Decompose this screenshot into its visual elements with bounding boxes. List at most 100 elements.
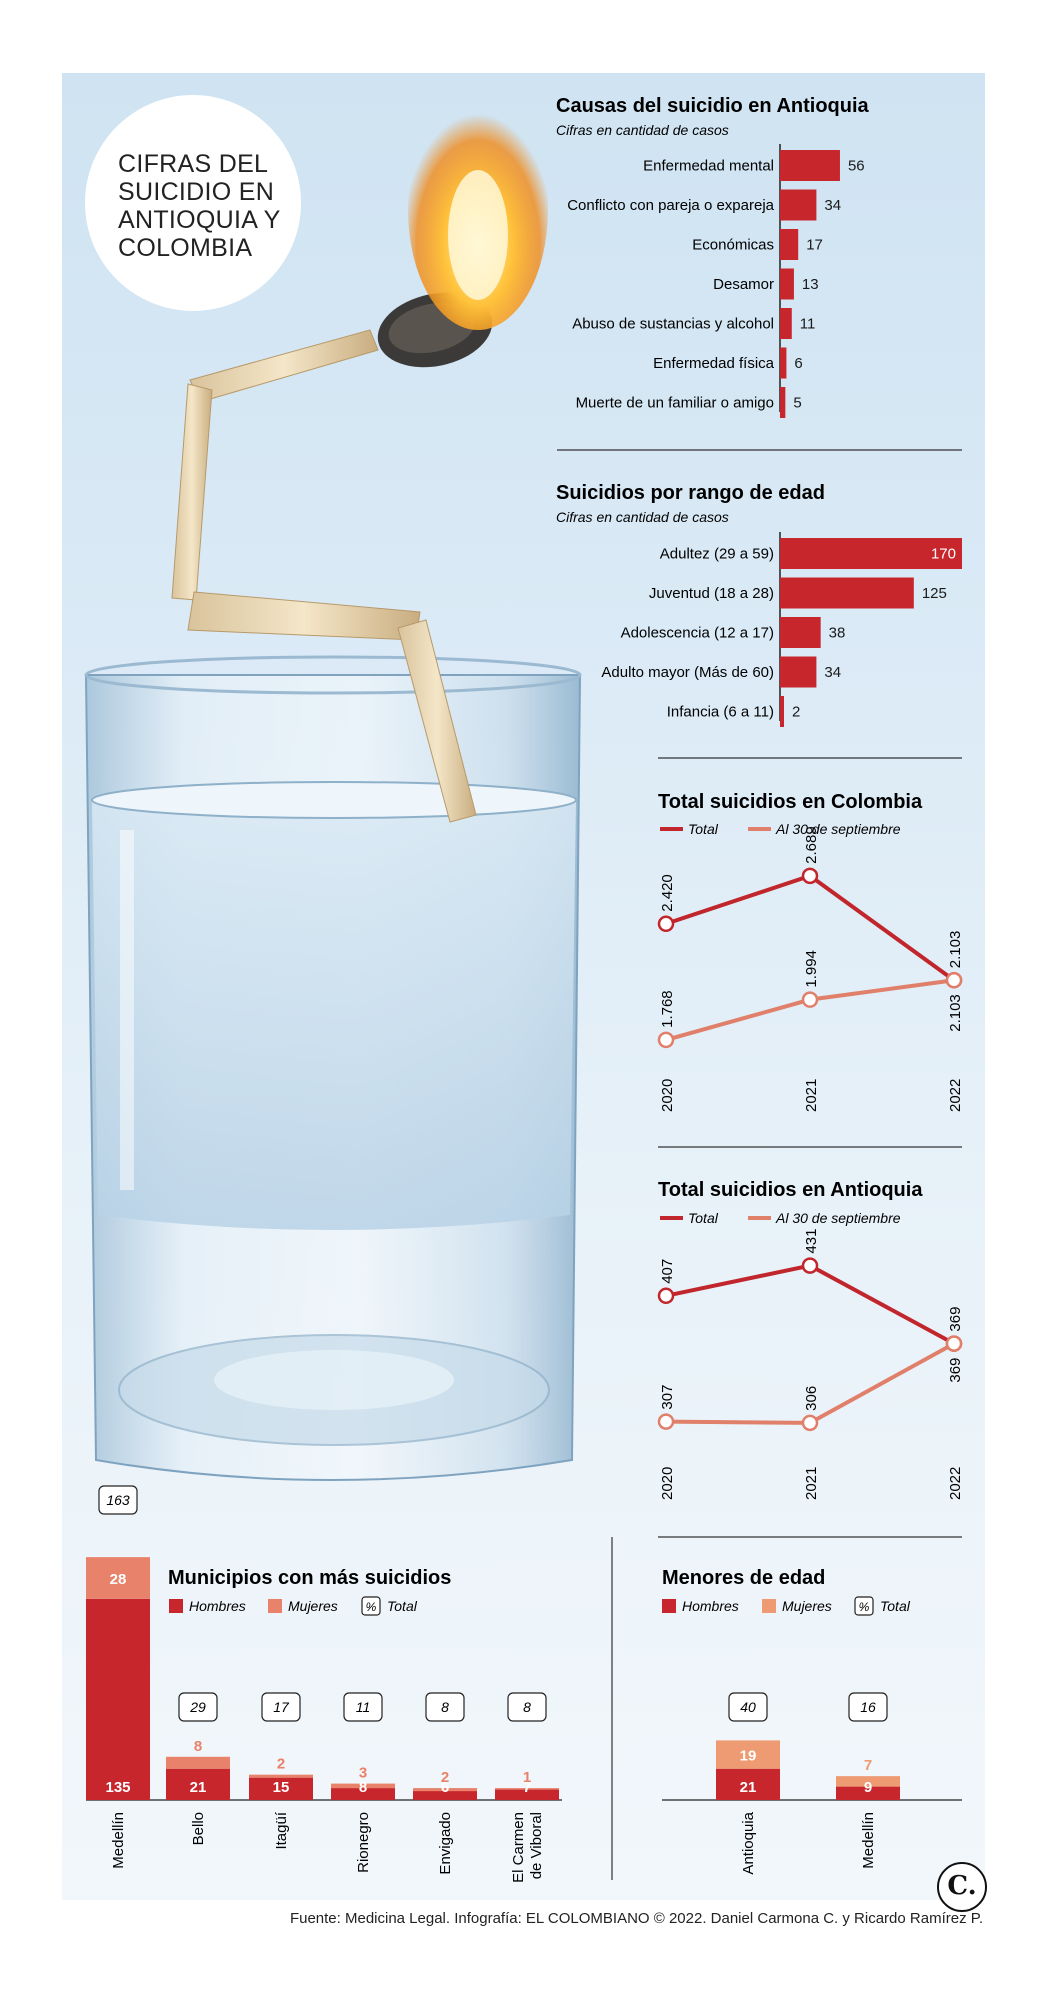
value-hombres: 7 <box>523 1779 531 1796</box>
bar-value-label: 5 <box>793 395 801 412</box>
bar-mujeres <box>413 1788 477 1792</box>
data-label: 2.103 <box>947 994 964 1032</box>
data-point <box>801 1257 819 1274</box>
total-value: 8 <box>523 1699 531 1715</box>
data-point <box>945 1335 963 1352</box>
value-mujeres: 2 <box>441 1769 449 1786</box>
x-tick-label: 2022 <box>947 1079 964 1112</box>
legend-swatch-mujeres <box>762 1599 776 1613</box>
source-credit: Fuente: Medicina Legal. Infografía: EL C… <box>289 1910 983 1927</box>
bar <box>780 229 799 260</box>
bar-value-label: 34 <box>824 197 841 214</box>
data-point <box>657 1287 675 1305</box>
bar <box>780 150 840 181</box>
chart-title: Menores de edad <box>662 1567 825 1589</box>
bar <box>780 308 792 339</box>
bar-hombres <box>716 1768 780 1800</box>
bar-hombres <box>331 1788 395 1800</box>
intro-title: CIFRAS DEL SUICIDIO EN ANTIOQUIA Y COLOM… <box>118 150 281 262</box>
category-label: Rionegro <box>355 1812 372 1873</box>
bar <box>780 696 784 727</box>
bar-category-label: Abuso de sustancias y alcohol <box>572 316 774 333</box>
antioquia-line-chart: Total suicidios en Antioquia Total Al 30… <box>657 1179 964 1500</box>
total-value: 11 <box>356 1699 371 1715</box>
category-label: Bello <box>190 1812 207 1845</box>
total-box <box>261 1692 301 1722</box>
bar <box>780 268 794 300</box>
category-label: Medellín <box>110 1812 127 1869</box>
x-tick-label: 2021 <box>803 1467 820 1500</box>
value-mujeres: 19 <box>740 1748 757 1765</box>
causes-chart: Causas del suicidio en Antioquia Cifras … <box>556 95 870 418</box>
data-point <box>801 991 819 1008</box>
menores-chart: Menores de edad Hombres Mujeres % Total … <box>662 1567 962 1875</box>
legend-total-box <box>361 1596 381 1616</box>
value-hombres: 15 <box>273 1779 290 1796</box>
bar-value-label: 38 <box>829 625 846 642</box>
bar-category-label: Muerte de un familiar o amigo <box>576 395 774 412</box>
x-tick-label: 2022 <box>947 1467 964 1500</box>
bar <box>780 347 787 379</box>
x-tick-label: 2020 <box>659 1079 676 1112</box>
legend-label-mujeres: Mujeres <box>288 1598 338 1614</box>
series-line <box>665 1263 955 1346</box>
legend-swatch-mujeres <box>268 1599 282 1613</box>
chart-subtitle: Cifras en cantidad de casos <box>556 122 729 138</box>
total-value: 17 <box>273 1699 290 1715</box>
total-box <box>343 1692 383 1722</box>
value-mujeres: 3 <box>359 1765 367 1782</box>
data-label: 307 <box>659 1385 676 1410</box>
bar-category-label: Adultez (29 a 59) <box>660 546 774 563</box>
bar-value-label: 13 <box>802 276 819 293</box>
legend-label-sept: Al 30 de septiembre <box>775 821 901 837</box>
legend-label-total: Total <box>387 1598 418 1614</box>
total-box <box>848 1692 888 1722</box>
legend-label-hombres: Hombres <box>682 1598 739 1614</box>
value-hombres: 9 <box>864 1779 872 1796</box>
value-hombres: 6 <box>441 1779 449 1796</box>
data-point <box>657 1031 675 1049</box>
legend-label-total: Total <box>880 1598 911 1614</box>
chart-title: Total suicidios en Antioquia <box>658 1179 923 1201</box>
chart-title: Total suicidios en Colombia <box>658 791 923 813</box>
bar-category-label: Enfermedad física <box>653 355 775 372</box>
bar-mujeres <box>716 1740 780 1769</box>
data-label: 2.420 <box>659 874 676 912</box>
x-tick-label: 2020 <box>659 1467 676 1500</box>
data-label: 431 <box>803 1229 820 1254</box>
value-hombres: 21 <box>190 1779 207 1796</box>
bar-hombres <box>166 1768 230 1800</box>
municipios-chart: Municipios con más suicidios Hombres Muj… <box>86 1485 562 1883</box>
bar-mujeres <box>249 1774 313 1778</box>
series-line <box>665 978 955 1042</box>
data-point <box>801 1414 819 1432</box>
bar <box>780 577 914 609</box>
bar-value-label: 6 <box>794 355 802 372</box>
total-box <box>425 1692 465 1722</box>
bar-category-label: Infancia (6 a 11) <box>667 704 774 721</box>
value-mujeres: 1 <box>523 1769 531 1786</box>
data-label: 1.994 <box>803 950 820 988</box>
age-chart: Suicidios por rango de edad Cifras en ca… <box>556 482 962 727</box>
data-label: 1.768 <box>659 990 676 1028</box>
total-value: 8 <box>441 1699 449 1715</box>
bar <box>780 617 821 648</box>
data-label: 2.103 <box>947 931 964 969</box>
bar-category-label: Juventud (18 a 28) <box>649 585 774 602</box>
bar-hombres <box>86 1598 150 1800</box>
chart-subtitle: Cifras en cantidad de casos <box>556 509 729 525</box>
category-label: El Carmen <box>510 1812 527 1883</box>
value-mujeres: 8 <box>194 1738 202 1755</box>
chart-title: Municipios con más suicidios <box>168 1567 451 1589</box>
bar-hombres <box>249 1777 313 1800</box>
bar-mujeres <box>836 1776 900 1787</box>
legend-label-total: Total <box>688 1210 719 1226</box>
bar-mujeres <box>495 1788 559 1790</box>
category-label: Antioquia <box>740 1811 757 1874</box>
category-label: Medellín <box>860 1812 877 1869</box>
bar-category-label: Económicas <box>692 237 774 254</box>
value-hombres: 8 <box>359 1779 367 1796</box>
bar-value-label: 11 <box>800 316 816 333</box>
intro-badge <box>85 95 301 311</box>
